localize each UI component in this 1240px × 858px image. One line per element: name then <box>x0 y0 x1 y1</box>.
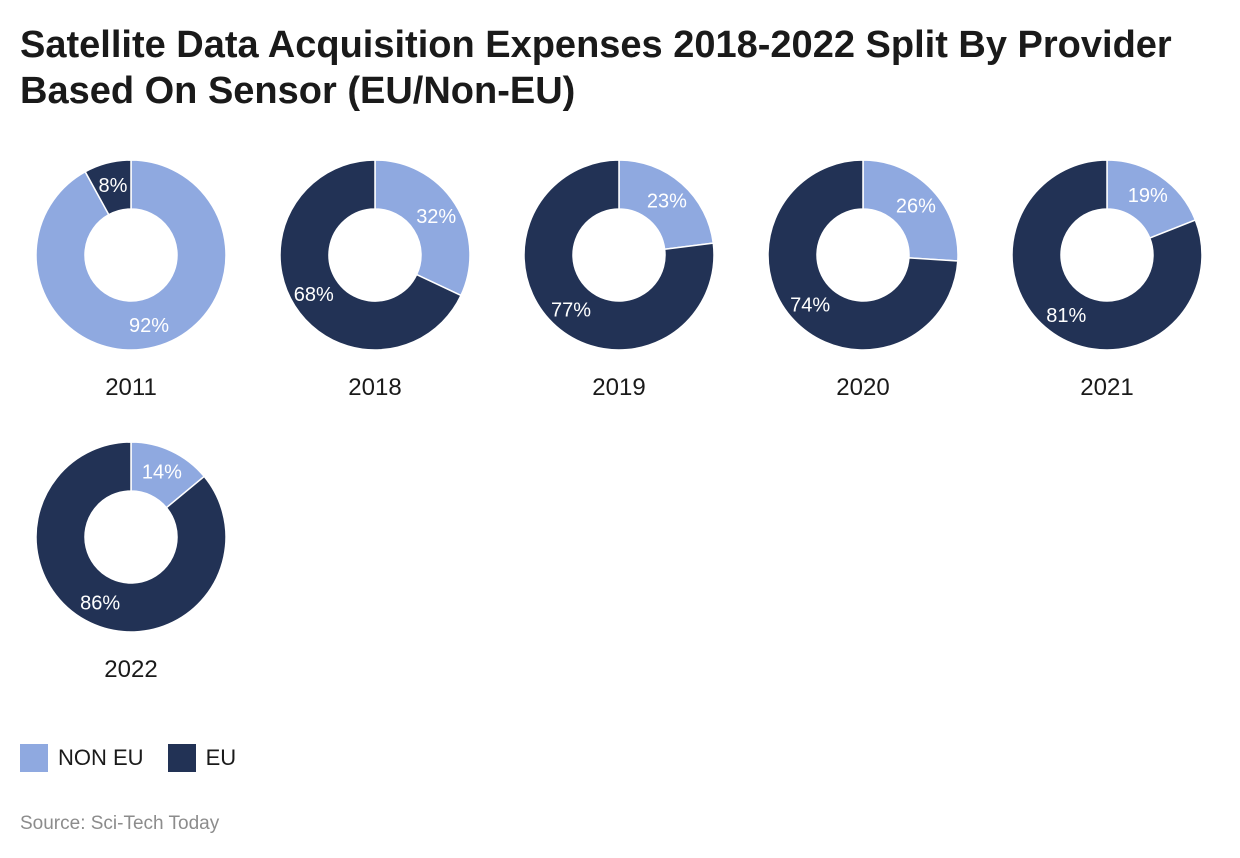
year-label-2011: 2011 <box>105 374 157 401</box>
slice-label-non-eu-2019: 23% <box>647 191 687 213</box>
slice-eu-2011 <box>84 159 132 216</box>
slice-label-eu-2021: 81% <box>1046 305 1086 327</box>
legend: NON EU EU <box>20 743 260 773</box>
slice-label-non-eu-2022: 14% <box>142 461 182 483</box>
source-note: Source: Sci-Tech Today <box>20 813 220 834</box>
year-label-2018: 2018 <box>348 374 401 401</box>
slice-non-eu-2020 <box>862 159 959 262</box>
slice-label-non-eu-2018: 32% <box>416 206 456 228</box>
slice-label-eu-2022: 86% <box>80 593 120 615</box>
legend-label-eu: EU <box>205 745 237 770</box>
slice-label-non-eu-2020: 26% <box>896 195 936 217</box>
legend-swatch-eu <box>167 744 196 772</box>
legend-item-non-eu: NON EU <box>20 744 144 772</box>
donut-chart-2021: 19% 81% 2021 <box>1011 159 1203 401</box>
legend-swatch-non-eu <box>20 744 48 772</box>
slice-non-eu-2019 <box>618 159 715 251</box>
slice-eu-2020 <box>767 159 959 351</box>
donut-chart-2020: 26% 74% 2020 <box>767 159 959 401</box>
year-label-2019: 2019 <box>592 374 645 401</box>
donut-chart-2019: 23% 77% 2019 <box>523 159 715 401</box>
slice-eu-2021 <box>1011 159 1203 351</box>
slice-label-non-eu-2011: 92% <box>129 315 169 337</box>
slice-label-non-eu-2021: 19% <box>1128 185 1168 207</box>
slice-eu-2019 <box>523 159 715 351</box>
chart-title: Satellite Data Acquisition Expenses 2018… <box>20 24 1172 112</box>
donut-chart-2011: 92% 8% 2011 <box>35 159 227 401</box>
slice-non-eu-2018 <box>374 159 471 297</box>
legend-label-non-eu: NON EU <box>58 745 144 770</box>
slice-eu-2022 <box>35 441 227 633</box>
donut-chart-2018: 32% 68% 2018 <box>279 159 471 401</box>
year-label-2022: 2022 <box>104 656 157 683</box>
slice-non-eu-2011 <box>35 159 227 351</box>
year-label-2020: 2020 <box>836 374 889 401</box>
year-label-2021: 2021 <box>1080 374 1133 401</box>
slice-label-eu-2019: 77% <box>551 299 591 321</box>
donut-chart-2022: 14% 86% 2022 <box>35 441 227 683</box>
slice-label-eu-2018: 68% <box>294 284 334 306</box>
slice-label-eu-2020: 74% <box>790 295 830 317</box>
slice-label-eu-2011: 8% <box>99 175 128 197</box>
legend-item-eu: EU <box>167 744 237 772</box>
slice-eu-2018 <box>279 159 462 351</box>
